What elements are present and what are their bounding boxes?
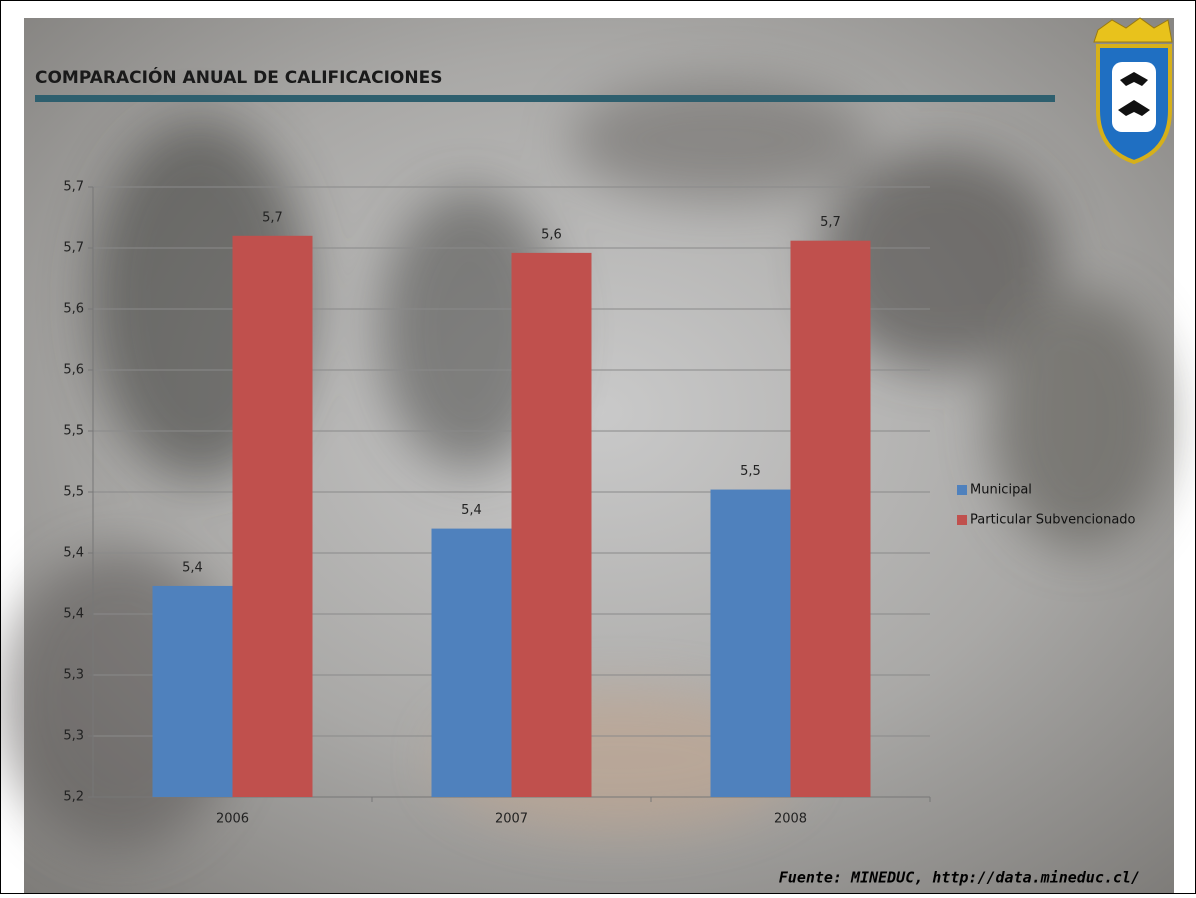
legend-label: Particular Subvencionado — [970, 513, 1136, 528]
source-note: Fuente: MINEDUC, http://data.mineduc.cl/ — [779, 869, 1140, 887]
bar — [431, 528, 512, 797]
y-tick-label: 5,6 — [63, 302, 84, 317]
y-tick-label: 5,4 — [63, 546, 84, 561]
y-tick-label: 5,3 — [63, 668, 84, 683]
data-label: 5,7 — [820, 215, 841, 230]
legend-swatch — [957, 515, 967, 525]
y-tick-label: 5,2 — [63, 790, 84, 805]
bar — [710, 489, 791, 797]
logo — [1093, 17, 1173, 165]
legend-swatch — [957, 485, 967, 495]
bar — [511, 252, 592, 797]
y-tick-label: 5,7 — [63, 241, 84, 256]
x-tick-label: 2007 — [495, 812, 528, 827]
data-label: 5,7 — [262, 210, 283, 225]
data-label: 5,4 — [461, 503, 482, 518]
y-tick-label: 5,4 — [63, 607, 84, 622]
bar — [232, 235, 313, 798]
data-label: 5,6 — [541, 227, 562, 242]
bar — [152, 585, 233, 797]
y-tick-label: 5,6 — [63, 363, 84, 378]
legend-label: Municipal — [970, 483, 1032, 498]
title-rule — [35, 95, 1055, 102]
data-label: 5,5 — [740, 464, 761, 479]
y-tick-label: 5,5 — [63, 424, 84, 439]
data-label: 5,4 — [182, 560, 203, 575]
x-tick-label: 2006 — [216, 812, 249, 827]
y-tick-label: 5,3 — [63, 729, 84, 744]
y-tick-label: 5,5 — [63, 485, 84, 500]
bar — [790, 240, 871, 797]
slide-title: COMPARACIÓN ANUAL DE CALIFICACIONES — [35, 66, 442, 88]
x-tick-label: 2008 — [774, 812, 807, 827]
y-tick-label: 5,7 — [63, 180, 84, 195]
